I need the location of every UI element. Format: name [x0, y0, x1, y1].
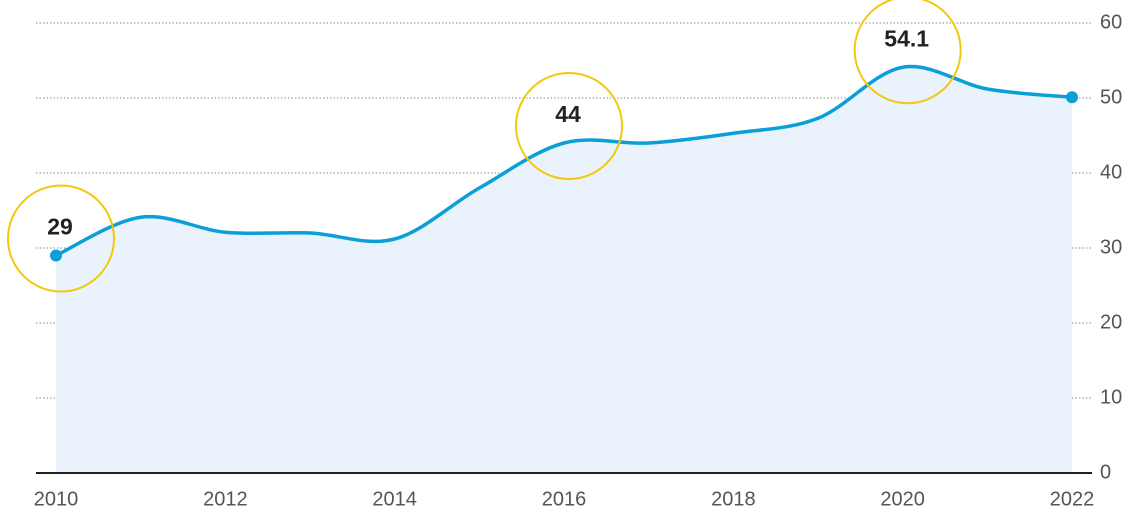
data-label: 29 [47, 214, 73, 240]
line [55, 64, 1073, 258]
x-tick-label: 2012 [203, 488, 248, 510]
data-label: 44 [555, 101, 581, 127]
highlight-ring [515, 72, 623, 180]
x-tick-label: 2010 [34, 488, 79, 510]
y-tick-label: 20 [1100, 311, 1122, 333]
y-tick-label: 10 [1100, 386, 1122, 408]
x-tick-label: 2020 [880, 488, 925, 510]
y-tick-label: 0 [1100, 461, 1111, 483]
highlight-ring [7, 184, 115, 293]
x-tick-label: 2016 [542, 488, 587, 510]
y-tick-label: 40 [1100, 161, 1122, 183]
y-tick-label: 60 [1100, 11, 1122, 33]
x-tick-label: 2014 [372, 488, 417, 510]
end-dot [1066, 91, 1078, 104]
area [56, 66, 1072, 474]
y-tick-label: 50 [1100, 86, 1122, 108]
x-tick-label: 2018 [711, 488, 756, 510]
end-dot [50, 249, 62, 262]
highlight-ring [853, 0, 962, 105]
y-tick-label: 30 [1100, 236, 1122, 258]
x-tick-label: 2022 [1050, 488, 1095, 510]
data-label: 54.1 [884, 25, 929, 51]
